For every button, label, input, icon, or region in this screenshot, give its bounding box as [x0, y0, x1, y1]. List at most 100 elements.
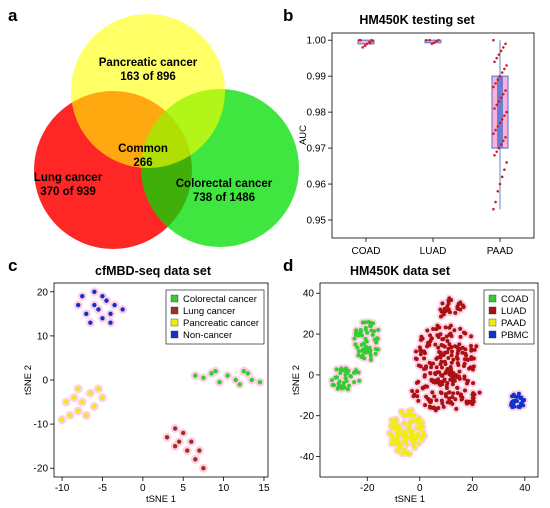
chart-d-point: [438, 390, 443, 395]
chart-d-point: [407, 427, 412, 432]
chart-d-point: [418, 352, 423, 357]
chart-c-point: [189, 439, 194, 444]
chart-b-point: [498, 121, 502, 125]
chart-d-point: [462, 357, 467, 362]
chart-b-point: [499, 49, 503, 53]
chart-b-point: [505, 64, 508, 67]
chart-d-point: [444, 385, 449, 390]
chart-d-point: [370, 332, 375, 337]
chart-d-point: [410, 388, 415, 393]
chart-b-point: [495, 150, 499, 153]
chart-c-point: [241, 368, 246, 374]
chart-d-point: [457, 346, 462, 351]
chart-d-point: [515, 399, 520, 404]
chart-d-point: [450, 370, 455, 375]
chart-d-point: [422, 351, 427, 356]
chart-d-point: [358, 330, 363, 335]
chart-d-point: [460, 350, 465, 355]
chart-c-point: [92, 404, 97, 409]
chart-d-point: [443, 362, 448, 367]
panel-label-a: a: [8, 6, 18, 25]
xtick-label: 10: [218, 483, 230, 494]
chart-b-point: [503, 67, 506, 71]
chart-d-point: [461, 330, 466, 335]
chart-d-point: [368, 323, 373, 328]
chart-d-point: [455, 351, 460, 356]
chart-d-point: [446, 301, 451, 306]
chart-c-point: [164, 435, 170, 440]
legend-label: Colorectal cancer: [183, 294, 257, 305]
chart-d-point: [458, 326, 463, 331]
chart-d-point: [457, 374, 462, 379]
chart-c-point: [213, 368, 218, 374]
xtick-label: 0: [417, 483, 423, 494]
chart-c-point: [201, 375, 206, 380]
chart-d-point: [454, 406, 459, 411]
chart-d-point: [340, 386, 345, 391]
chart-b-point: [493, 153, 496, 157]
chart-d-point: [519, 402, 524, 407]
chart-d-point: [355, 345, 360, 350]
chart-b-point: [503, 168, 506, 171]
chart-d-point: [418, 364, 423, 369]
chart-d-point: [455, 356, 460, 361]
chart-d-point: [469, 343, 474, 348]
chart-d-point: [439, 359, 444, 364]
chart-b-point: [505, 161, 508, 164]
chart-d-point: [427, 404, 432, 409]
chart-d-point: [432, 394, 437, 399]
chart-d-point: [434, 327, 439, 332]
chart-d-point: [368, 357, 373, 362]
chart-c-point: [76, 302, 81, 308]
chart-b-point: [494, 200, 497, 204]
venn-count-pancreatic: 163 of 896: [120, 71, 176, 83]
chart-d-point: [354, 332, 359, 337]
venn-count-lung: 370 of 939: [40, 186, 96, 198]
chart-d-point: [395, 430, 400, 435]
chart-c-point: [172, 426, 178, 431]
chart-d-point: [412, 445, 417, 450]
chart-d-point: [416, 432, 421, 437]
chart-d-point: [457, 369, 462, 374]
chart-d-point: [445, 350, 450, 355]
chart-b-title: HM450K testing set: [359, 13, 475, 27]
chart-d-point: [469, 347, 474, 352]
chart-d-point: [400, 429, 405, 434]
chart-d-point: [411, 441, 416, 446]
chart-b-point: [432, 41, 436, 45]
chart-d-point: [422, 367, 427, 372]
venn-label-colorectal: Colorectal cancer: [176, 178, 273, 190]
chart-c-point: [71, 395, 77, 400]
chart-d-point: [470, 398, 475, 403]
chart-d-point: [402, 448, 407, 453]
chart-d-point: [344, 379, 349, 384]
chart-d-point: [409, 438, 414, 443]
chart-d-point: [443, 325, 448, 330]
chart-d-point: [459, 397, 464, 402]
chart-d-point: [420, 336, 425, 341]
chart-d-point: [430, 378, 435, 383]
venn-count-common: 266: [133, 157, 152, 169]
chart-d-point: [366, 319, 371, 324]
chart-b-point: [498, 182, 502, 186]
chart-d-point: [441, 378, 446, 383]
chart-d-point: [425, 328, 430, 333]
chart-c-point: [76, 386, 81, 392]
xtick-label: -20: [360, 483, 375, 494]
chart-d-point: [400, 451, 405, 456]
venn-circle-pancreatic: [71, 14, 225, 168]
chart-d-point: [445, 338, 450, 343]
chart-c-point: [92, 302, 97, 308]
chart-c-point: [84, 413, 89, 418]
chart-d-point: [389, 432, 394, 437]
chart-d-point: [362, 356, 367, 361]
chart-d-point: [439, 314, 444, 319]
chart-d-point: [330, 378, 335, 383]
chart-b-point: [503, 114, 506, 118]
chart-d-point: [415, 394, 420, 399]
chart-d-point: [440, 365, 445, 370]
chart-b-point: [361, 46, 365, 49]
chart-d-point: [389, 418, 394, 423]
chart-d-point: [453, 397, 458, 402]
chart-b-xtick-label: LUAD: [420, 246, 447, 257]
